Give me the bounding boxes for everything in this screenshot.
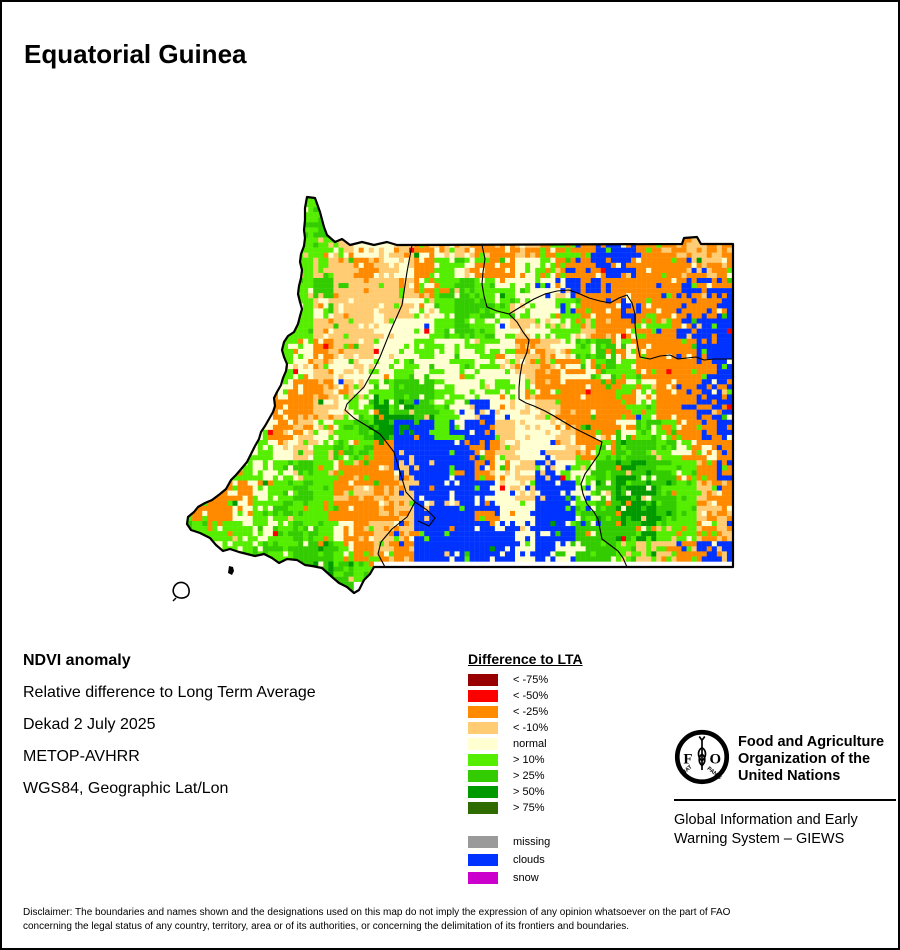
giews-line1: Global Information and Early <box>674 812 858 828</box>
legend-row--50-: < -50% <box>468 690 583 702</box>
giews-line2: Warning System – GIEWS <box>674 831 845 847</box>
legend-label: < -10% <box>513 722 549 734</box>
country-border <box>185 195 735 595</box>
legend-swatch <box>468 738 498 750</box>
admin-boundary-central <box>481 244 628 568</box>
legend-row--75-: > 75% <box>468 802 583 814</box>
legend-label: normal <box>513 738 547 750</box>
branding-separator <box>674 799 896 801</box>
legend-swatch <box>468 674 498 686</box>
legend-swatch <box>468 690 498 702</box>
legend-swatch <box>468 786 498 798</box>
legend-items: < -75% < -50% < -25% < -10% normal > 10% > 25%… <box>468 674 583 814</box>
corisco-island <box>172 581 190 599</box>
info-line-dekad: Dekad 2 July 2025 <box>23 716 156 733</box>
disclaimer-text: Disclaimer: The boundaries and names sho… <box>23 906 885 934</box>
admin-boundary-east <box>508 289 733 361</box>
legend-swatch <box>468 754 498 766</box>
disclaimer-line2: concerning the legal status of any count… <box>23 921 630 932</box>
info-line-description: Relative difference to Long Term Average <box>23 684 316 701</box>
legend-label: > 10% <box>513 754 545 766</box>
legend-title: Difference to LTA <box>468 651 583 667</box>
legend-label: > 75% <box>513 802 545 814</box>
giews-label: Global Information and Early Warning Sys… <box>674 811 896 849</box>
fao-logo-letter-o: O <box>709 752 721 768</box>
legend-row-missing: missing <box>468 836 583 848</box>
legend-swatch <box>468 722 498 734</box>
admin-boundary-west <box>344 244 416 568</box>
info-line-projection: WGS84, Geographic Lat/Lon <box>23 780 229 797</box>
map-legend: Difference to LTA < -75% < -50% < -25% < -1… <box>468 651 583 890</box>
legend-label: snow <box>513 872 539 884</box>
legend-label: < -50% <box>513 690 549 702</box>
legend-swatch <box>468 706 498 718</box>
org-name-line1: Food and Agriculture <box>738 734 885 750</box>
legend-label: missing <box>513 836 551 848</box>
disclaimer-line1: Disclaimer: The boundaries and names sho… <box>23 907 731 918</box>
legend-row-normal: normal <box>468 738 583 750</box>
legend-swatch <box>468 802 498 814</box>
legend-row--25-: > 25% <box>468 770 583 782</box>
admin-boundary-hook <box>414 501 436 527</box>
legend-swatch <box>468 854 498 866</box>
wheat-ear-icon <box>697 735 707 771</box>
corisco-tail <box>172 597 177 602</box>
ndvi-raster-grid <box>187 197 733 593</box>
map-info-block: NDVI anomaly Relative difference to Long… <box>23 652 316 812</box>
info-heading: NDVI anomaly <box>23 652 131 669</box>
legend-row--10-: > 10% <box>468 754 583 766</box>
org-name-line3: United Nations <box>738 768 841 784</box>
legend-row-snow: snow <box>468 872 583 884</box>
legend-label: < -25% <box>513 706 549 718</box>
fao-logo-letter-f: F <box>683 752 692 768</box>
admin-boundaries <box>344 244 733 568</box>
fao-logo-icon: F O FIAT PANIS <box>674 729 730 785</box>
legend-row--25-: < -25% <box>468 706 583 718</box>
page-title: Equatorial Guinea <box>24 39 247 70</box>
legend-label: > 25% <box>513 770 545 782</box>
legend-label: clouds <box>513 854 545 866</box>
info-line-sensor: METOP-AVHRR <box>23 748 140 765</box>
legend-label: < -75% <box>513 674 549 686</box>
legend-extra-items: missing clouds snow <box>468 836 583 884</box>
legend-row--10-: < -10% <box>468 722 583 734</box>
islet <box>228 566 234 575</box>
legend-swatch <box>468 836 498 848</box>
org-name-line2: Organization of the <box>738 751 871 767</box>
fao-org-name: Food and Agriculture Organization of the… <box>738 729 884 785</box>
legend-swatch <box>468 770 498 782</box>
legend-row-clouds: clouds <box>468 854 583 866</box>
legend-row--50-: > 50% <box>468 786 583 798</box>
legend-swatch <box>468 872 498 884</box>
legend-row--75-: < -75% <box>468 674 583 686</box>
legend-label: > 50% <box>513 786 545 798</box>
fao-branding-block: F O FIAT PANIS Food and Agriculture Orga… <box>674 729 896 849</box>
